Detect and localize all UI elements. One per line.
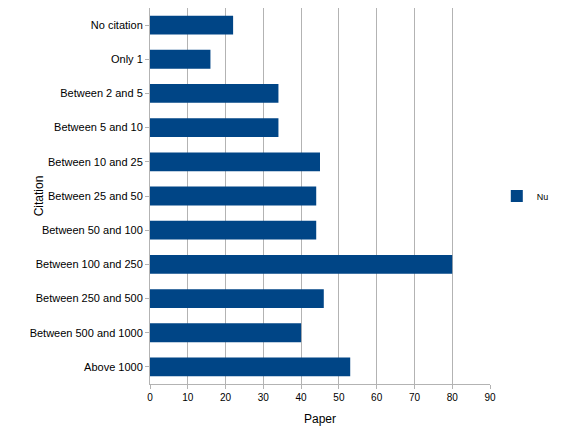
- svg-text:Citation: Citation: [32, 176, 46, 217]
- svg-text:60: 60: [371, 392, 383, 403]
- svg-text:30: 30: [258, 392, 270, 403]
- svg-text:50: 50: [333, 392, 345, 403]
- svg-text:No citation: No citation: [91, 19, 143, 31]
- svg-text:Only 1: Only 1: [111, 53, 143, 65]
- svg-text:90: 90: [484, 392, 496, 403]
- svg-text:Between 250 and 500: Between 250 and 500: [36, 292, 143, 304]
- svg-text:40: 40: [296, 392, 308, 403]
- svg-text:Between 2 and 5: Between 2 and 5: [60, 87, 143, 99]
- svg-text:10: 10: [182, 392, 194, 403]
- svg-text:Between 50 and 100: Between 50 and 100: [42, 224, 143, 236]
- svg-text:Above 1000: Above 1000: [84, 361, 143, 373]
- svg-text:Between 25 and 50: Between 25 and 50: [48, 190, 143, 202]
- svg-text:Paper: Paper: [304, 412, 336, 426]
- svg-text:0: 0: [147, 392, 153, 403]
- svg-text:70: 70: [409, 392, 421, 403]
- svg-text:80: 80: [447, 392, 459, 403]
- svg-text:Between 100 and 250: Between 100 and 250: [36, 258, 143, 270]
- svg-text:Between 500 and 1000: Between 500 and 1000: [30, 327, 143, 339]
- svg-text:20: 20: [220, 392, 232, 403]
- svg-text:Between 10 and 25: Between 10 and 25: [48, 156, 143, 168]
- svg-text:Nu: Nu: [537, 192, 549, 202]
- svg-text:Between 5 and 10: Between 5 and 10: [54, 121, 143, 133]
